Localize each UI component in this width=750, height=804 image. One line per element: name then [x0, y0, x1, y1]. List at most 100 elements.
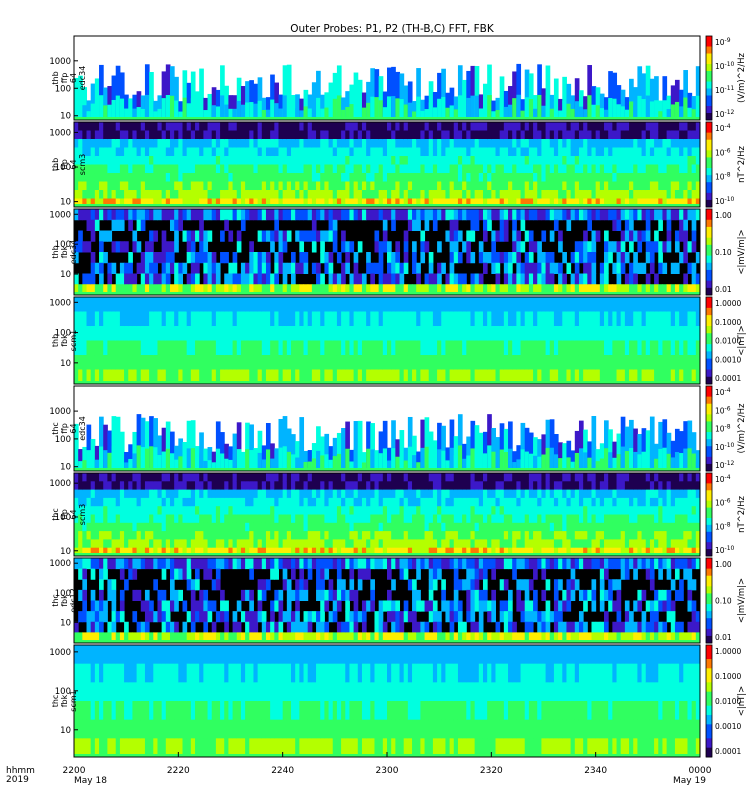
spectrum-cell [233, 498, 238, 507]
spectrum-cell [287, 173, 292, 182]
spectrum-cell [454, 148, 459, 157]
spectrum-cell [450, 131, 455, 140]
spectrum-cell [87, 450, 92, 471]
spectrum-cell [512, 139, 517, 148]
spectrum-cell [591, 148, 596, 157]
spectrum-cell [587, 139, 592, 148]
spectrum-cell [554, 190, 559, 199]
spectrum-cell [466, 473, 471, 482]
spectrum-cell [354, 165, 359, 174]
spectrum-cell [270, 481, 275, 490]
colorbar-cell [706, 446, 712, 450]
spectrum-cell [295, 209, 300, 220]
spectrum-cell [212, 139, 217, 148]
spectrum-cell [91, 481, 96, 490]
spectrum-cell [320, 473, 325, 482]
spectrum-cell [241, 481, 246, 490]
spectrum-cell [341, 531, 346, 540]
spectrum-cell [608, 252, 613, 263]
spectrum-cell [349, 156, 354, 165]
spectrum-cell [362, 506, 367, 515]
spectrum-cell [145, 131, 150, 140]
spectrum-cell [249, 490, 254, 499]
ytick-label: 10 [60, 198, 71, 208]
spectrum-cell [333, 326, 338, 341]
spectrum-cell [508, 209, 513, 220]
spectrum-cell [107, 131, 112, 140]
spectrum-cell [633, 326, 638, 341]
spectrum-cell [629, 156, 634, 165]
spectrum-cell [241, 312, 246, 327]
spectrum-cell [283, 490, 288, 499]
spectrum-cell [562, 131, 567, 140]
spectrum-cell [299, 231, 304, 242]
spectrum-cell [650, 341, 655, 356]
spectrum-cell [262, 481, 267, 490]
spectrum-cell [157, 131, 162, 140]
spectrum-cell [383, 326, 388, 341]
spectrum-cell [683, 220, 688, 231]
spectrum-cell [329, 539, 334, 548]
spectrum-cell [112, 220, 117, 231]
spectrum-cell [170, 131, 175, 140]
spectrum-cell [266, 341, 271, 356]
spectrum-cell [112, 241, 117, 252]
spectrum-cell [550, 182, 555, 191]
spectrum-cell [692, 190, 697, 199]
spectrum-cell [650, 312, 655, 327]
spectrum-cell [358, 122, 363, 131]
spectrum-cell [625, 165, 630, 174]
spectrum-cell [99, 139, 104, 148]
spectrum-cell [99, 447, 104, 471]
spectrum-cell [508, 165, 513, 174]
spectrum-cell [521, 139, 526, 148]
spectrum-cell [308, 326, 313, 341]
spectrum-cell [408, 506, 413, 515]
spectrum-cell [174, 139, 179, 148]
spectrum-cell [604, 341, 609, 356]
spectrum-cell [103, 515, 108, 524]
spectrum-cell [99, 341, 104, 356]
colorbar-cell [706, 439, 712, 443]
spectrum-cell [199, 481, 204, 490]
spectrum-cell [203, 531, 208, 540]
spectrum-cell [391, 209, 396, 220]
spectrum-cell [516, 95, 521, 120]
spectrum-cell [429, 165, 434, 174]
spectrum-cell [445, 473, 450, 482]
spectrum-cell [220, 355, 225, 370]
spectrum-cell [541, 209, 546, 220]
spectrum-cell [149, 131, 154, 140]
spectrum-cell [500, 122, 505, 131]
spectrum-cell [412, 326, 417, 341]
spectrum-cell [420, 156, 425, 165]
spectrum-cell [124, 498, 129, 507]
spectrum-cell [650, 190, 655, 199]
spectrum-cell [91, 139, 96, 148]
spectrum-cell [445, 156, 450, 165]
spectrum-cell [504, 156, 509, 165]
colorbar-cell [706, 78, 712, 82]
spectrum-cell [304, 263, 309, 274]
spectrum-cell [116, 498, 121, 507]
spectrum-cell [591, 312, 596, 327]
spectrum-cell [178, 531, 183, 540]
spectrum-cell [299, 539, 304, 548]
spectrum-cell [433, 506, 438, 515]
spectrum-cell [671, 341, 676, 356]
spectrum-cell [675, 312, 680, 327]
spectrum-cell [295, 473, 300, 482]
spectrum-cell [395, 263, 400, 274]
spectrum-cell [692, 297, 697, 312]
spectrum-cell [475, 190, 480, 199]
spectrum-cell [116, 131, 121, 140]
spectrum-cell [571, 252, 576, 263]
spectrum-cell [445, 490, 450, 499]
spectrum-cell [646, 156, 651, 165]
spectrum-cell [391, 297, 396, 312]
spectrum-cell [450, 523, 455, 532]
spectrum-cell [420, 173, 425, 182]
spectrum-cell [354, 263, 359, 274]
spectrum-cell [642, 297, 647, 312]
spectrum-cell [596, 355, 601, 370]
